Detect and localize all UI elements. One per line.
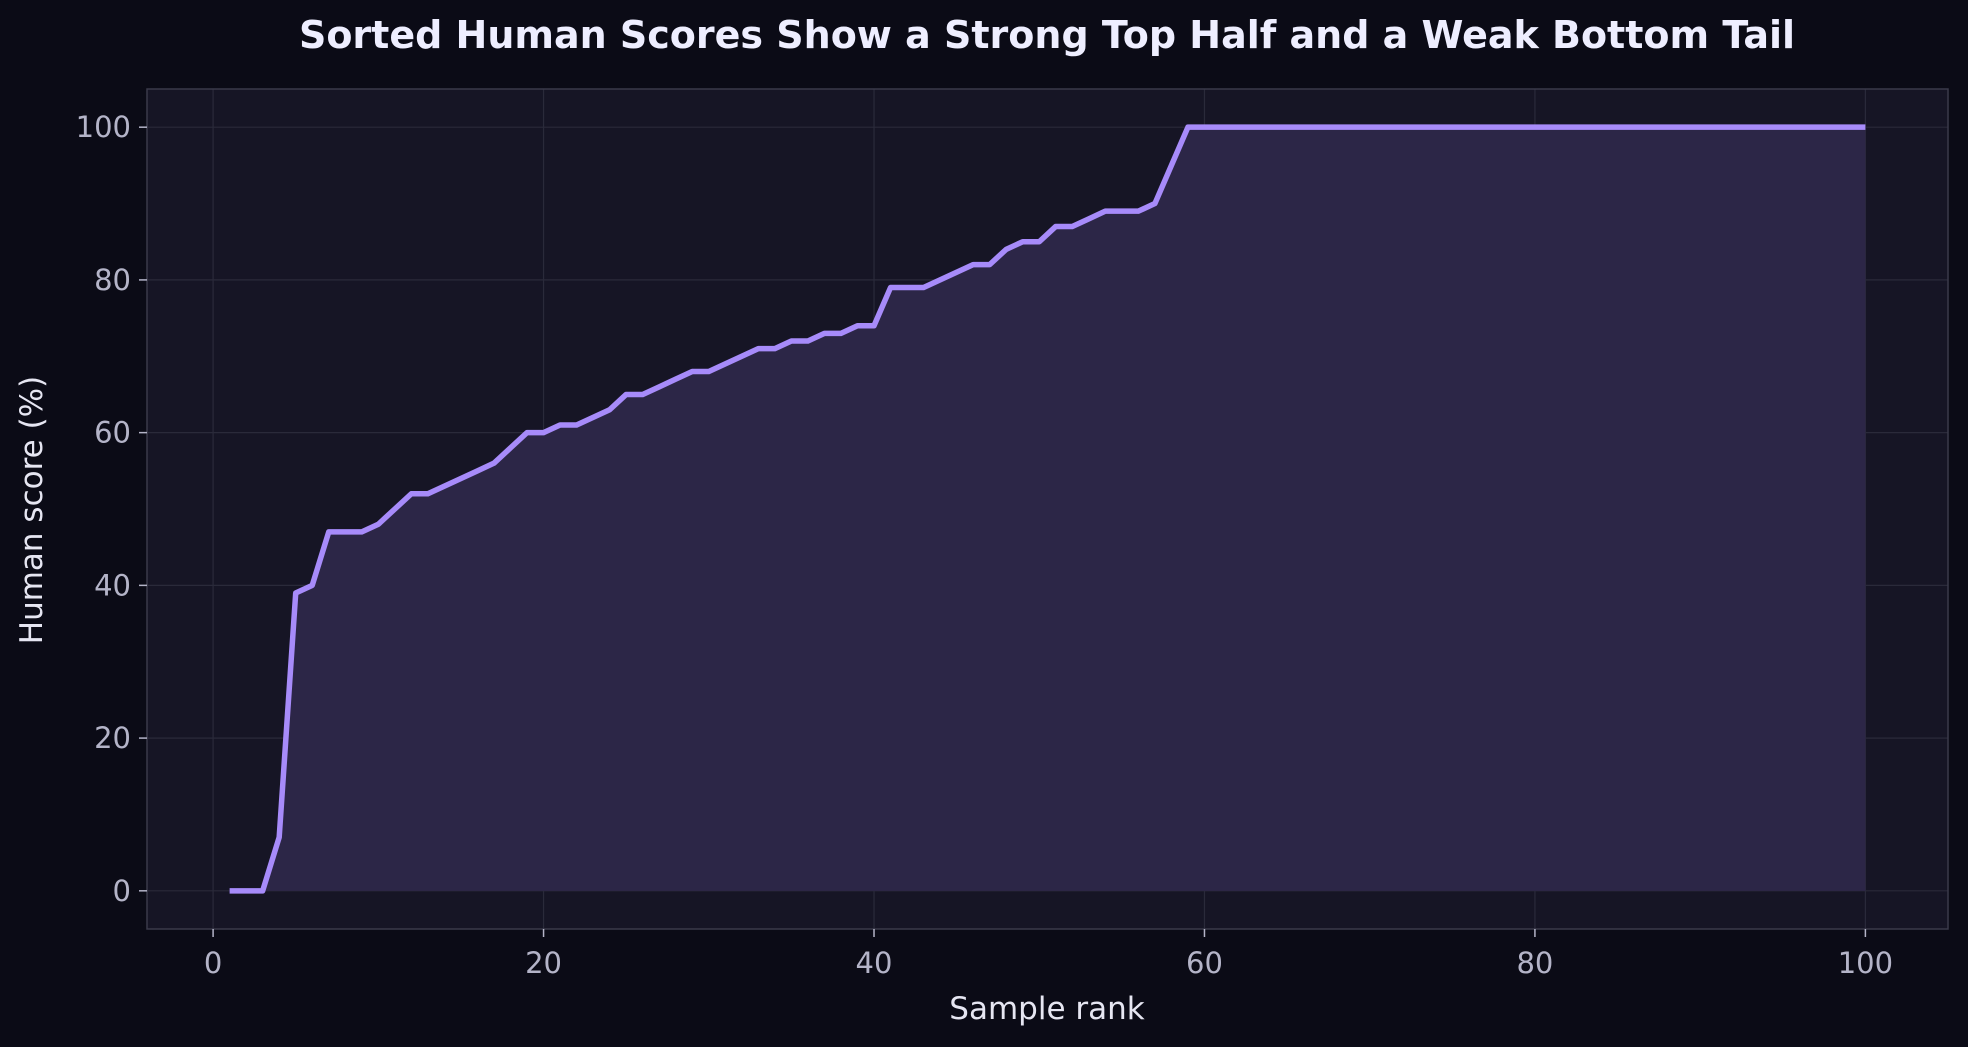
y-tick-label: 0 bbox=[113, 874, 131, 908]
x-axis: 0 20 40 60 80 100 bbox=[204, 929, 1893, 980]
x-tick-label: 100 bbox=[1838, 946, 1893, 980]
y-tick-label: 60 bbox=[94, 416, 131, 450]
x-tick-label: 80 bbox=[1516, 946, 1553, 980]
y-tick-label: 80 bbox=[94, 263, 131, 297]
x-tick-label: 0 bbox=[204, 946, 222, 980]
chart-title: Sorted Human Scores Show a Strong Top Ha… bbox=[299, 13, 1795, 57]
y-axis-label: Human score (%) bbox=[14, 376, 50, 644]
plot-border bbox=[146, 88, 1949, 930]
data-points bbox=[229, 127, 1866, 891]
series-line bbox=[229, 124, 1866, 894]
x-axis-label: Sample rank bbox=[949, 991, 1144, 1027]
area-fill bbox=[229, 127, 1866, 891]
y-axis: 0 20 40 60 80 100 bbox=[76, 110, 147, 908]
x-tick-label: 20 bbox=[525, 946, 562, 980]
y-tick-label: 20 bbox=[94, 721, 131, 755]
x-tick-label: 60 bbox=[1186, 946, 1223, 980]
x-tick-label: 40 bbox=[856, 946, 893, 980]
y-tick-label: 40 bbox=[94, 568, 131, 602]
y-tick-label: 100 bbox=[76, 110, 131, 144]
